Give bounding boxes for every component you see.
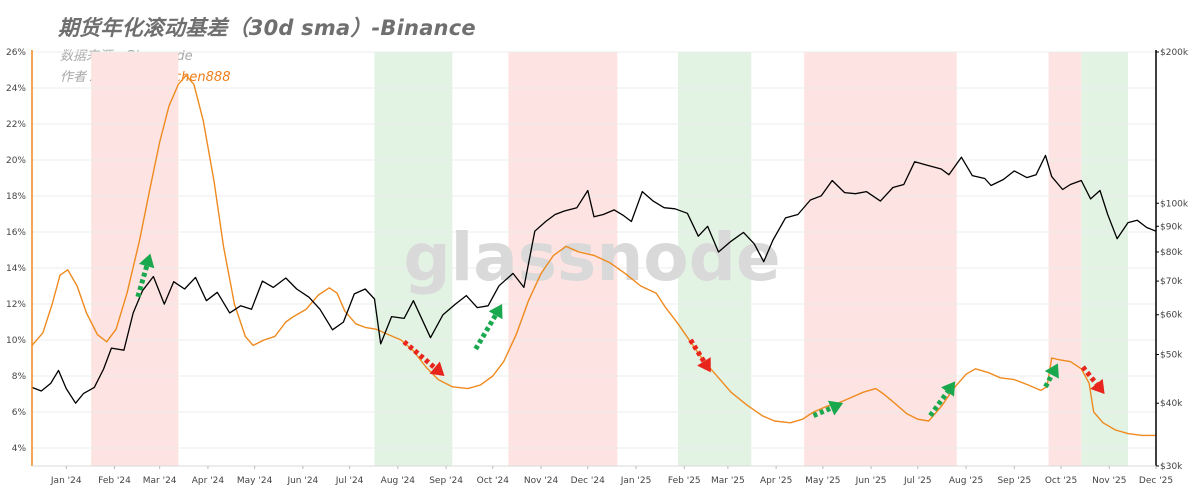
shaded-region bbox=[1048, 52, 1082, 466]
y-right-tick-label: $60k bbox=[1160, 311, 1183, 321]
y-left-tick-label: 18% bbox=[6, 192, 26, 202]
shaded-region bbox=[804, 52, 957, 466]
y-left-tick-label: 24% bbox=[6, 84, 26, 94]
arrow-head bbox=[1090, 378, 1105, 394]
y-right-tick-label: $200k bbox=[1160, 48, 1189, 58]
annotation-arrows bbox=[135, 253, 1105, 418]
arrow-head bbox=[697, 357, 711, 373]
trend-arrow bbox=[135, 253, 155, 298]
x-tick-label: Mar '24 bbox=[143, 476, 177, 486]
basis-line bbox=[32, 74, 1156, 437]
x-tick-label: Feb '24 bbox=[98, 476, 131, 486]
chart-title: 期货年化滚动基差（30d sma）-Binance bbox=[58, 16, 476, 40]
trend-arrow bbox=[473, 304, 503, 351]
x-tick-label: Jan '25 bbox=[620, 476, 652, 486]
shaded-region bbox=[678, 52, 752, 466]
arrow-head bbox=[488, 304, 503, 320]
arrow-head bbox=[828, 400, 844, 416]
x-tick-label: Dec '25 bbox=[1139, 476, 1173, 486]
arrow-shaft bbox=[812, 405, 833, 418]
y-right-tick-label: $30k bbox=[1160, 462, 1183, 472]
x-tick-label: Jun '24 bbox=[286, 476, 318, 486]
x-tick-label: Jun '25 bbox=[855, 476, 887, 486]
arrow-head bbox=[1044, 363, 1059, 379]
arrow-head bbox=[429, 361, 445, 376]
trend-arrow bbox=[402, 339, 445, 376]
x-tick-label: Jul '24 bbox=[335, 476, 364, 486]
x-tick-label: Nov '24 bbox=[524, 476, 559, 486]
x-tick-label: Apr '24 bbox=[192, 476, 225, 486]
arrow-shaft bbox=[1080, 365, 1099, 386]
y-left-tick-label: 6% bbox=[12, 408, 27, 418]
x-tick-label: Nov '25 bbox=[1092, 476, 1126, 486]
y-right-tick-label: $70k bbox=[1160, 277, 1183, 287]
x-tick-label: Aug '25 bbox=[949, 476, 983, 486]
x-tick-label: Sep '25 bbox=[997, 476, 1031, 486]
y-left-tick-label: 22% bbox=[6, 120, 26, 130]
y-left-tick-label: 8% bbox=[12, 372, 27, 382]
x-tick-label: Jan '24 bbox=[50, 476, 82, 486]
x-tick-label: Apr '25 bbox=[760, 476, 792, 486]
y-left-tick-label: 12% bbox=[6, 300, 26, 310]
arrow-head bbox=[139, 253, 155, 269]
x-tick-label: Feb '25 bbox=[668, 476, 701, 486]
y-left-tick-label: 10% bbox=[6, 336, 26, 346]
x-tick-label: Mar '25 bbox=[711, 476, 745, 486]
y-left-tick-label: 16% bbox=[6, 228, 26, 238]
watermark: glassnode bbox=[403, 219, 780, 296]
x-tick-label: May '25 bbox=[805, 476, 840, 486]
shaded-region bbox=[374, 52, 453, 466]
y-left-tick-label: 26% bbox=[6, 48, 26, 58]
trend-arrow bbox=[1080, 365, 1105, 394]
x-tick-label: Aug '24 bbox=[381, 476, 416, 486]
axes: 4% 6% 8% 10% 12% 14% 16% 18% 20% 22% 24% 26% $30k $40… bbox=[6, 48, 1189, 486]
x-tick-label: May '24 bbox=[237, 476, 273, 486]
y-right-tick-label: $50k bbox=[1160, 351, 1183, 361]
x-tick-label: Sep '24 bbox=[429, 476, 463, 486]
trend-arrow bbox=[812, 400, 844, 418]
y-right-tick-label: $80k bbox=[1160, 248, 1183, 258]
arrow-shaft bbox=[1043, 373, 1055, 388]
arrow-shaft bbox=[928, 390, 950, 418]
arrow-shaft bbox=[688, 338, 706, 363]
series-layer bbox=[32, 74, 1156, 437]
y-right-tick-label: $100k bbox=[1160, 199, 1189, 209]
shaded-region bbox=[508, 52, 618, 466]
shaded-region bbox=[1081, 52, 1128, 466]
y-right-tick-label: $40k bbox=[1160, 399, 1183, 409]
x-tick-label: Oct '25 bbox=[1045, 476, 1077, 486]
trend-arrow bbox=[688, 338, 711, 373]
arrow-shaft bbox=[473, 313, 498, 351]
trend-arrow bbox=[1043, 363, 1059, 388]
x-tick-label: Dec '24 bbox=[571, 476, 605, 486]
y-left-tick-label: 14% bbox=[6, 264, 26, 274]
arrow-shaft bbox=[135, 265, 150, 298]
y-right-tick-label: $90k bbox=[1160, 222, 1183, 232]
x-tick-label: Jul '25 bbox=[903, 476, 932, 486]
x-tick-label: Oct '24 bbox=[477, 476, 510, 486]
arrow-head bbox=[941, 381, 956, 397]
grid-lines bbox=[32, 51, 1156, 449]
y-left-tick-label: 20% bbox=[6, 156, 26, 166]
shaded-regions bbox=[91, 52, 1128, 466]
price-line bbox=[32, 154, 1156, 404]
trend-arrow bbox=[928, 381, 956, 418]
y-left-tick-label: 4% bbox=[12, 444, 27, 454]
